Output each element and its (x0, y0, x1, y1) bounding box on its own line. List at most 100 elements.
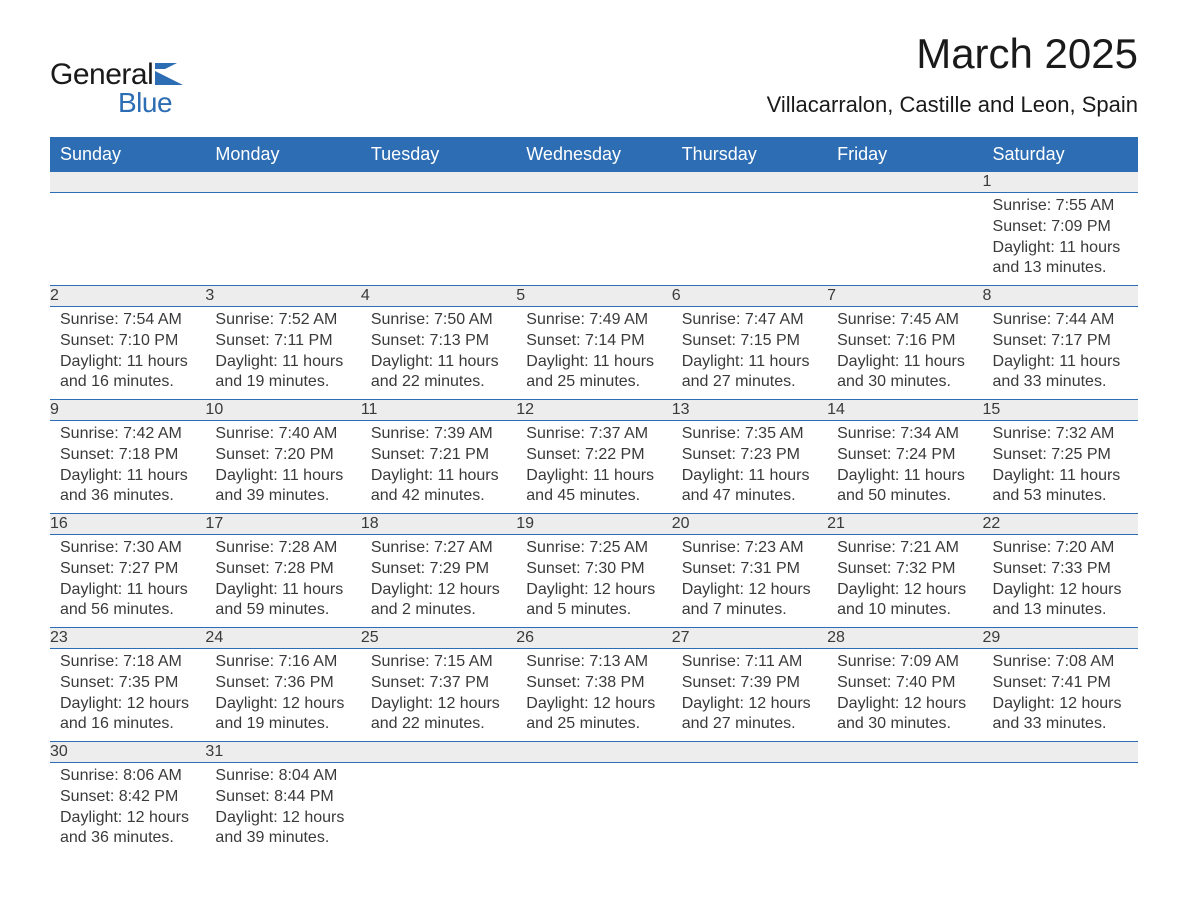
day-number: 19 (516, 514, 671, 535)
day-cell (983, 763, 1138, 856)
day-cell: Sunrise: 7:32 AMSunset: 7:25 PMDaylight:… (983, 421, 1138, 514)
day-number: 20 (672, 514, 827, 535)
header: General Blue March 2025 Villacarralon, C… (50, 30, 1138, 119)
day-number (983, 742, 1138, 763)
day-cell: Sunrise: 7:37 AMSunset: 7:22 PMDaylight:… (516, 421, 671, 514)
sunset-line: Sunset: 7:15 PM (682, 331, 817, 351)
day-number (516, 742, 671, 763)
daylight-line: Daylight: 12 hours and 22 minutes. (371, 694, 506, 734)
day-cell: Sunrise: 7:30 AMSunset: 7:27 PMDaylight:… (50, 535, 205, 628)
day-number-row: 2345678 (50, 286, 1138, 307)
daylight-line: Daylight: 12 hours and 13 minutes. (993, 580, 1128, 620)
day-number: 12 (516, 400, 671, 421)
day-number: 30 (50, 742, 205, 763)
day-cell: Sunrise: 7:42 AMSunset: 7:18 PMDaylight:… (50, 421, 205, 514)
sunrise-line: Sunrise: 7:52 AM (215, 310, 350, 330)
sunrise-line: Sunrise: 8:06 AM (60, 766, 195, 786)
daylight-line: Daylight: 12 hours and 39 minutes. (215, 808, 350, 848)
day-cell: Sunrise: 7:13 AMSunset: 7:38 PMDaylight:… (516, 649, 671, 742)
sunrise-line: Sunrise: 7:23 AM (682, 538, 817, 558)
day-number: 24 (205, 628, 360, 649)
daylight-line: Daylight: 12 hours and 19 minutes. (215, 694, 350, 734)
day-number (827, 172, 982, 193)
sunset-line: Sunset: 7:33 PM (993, 559, 1128, 579)
sunrise-line: Sunrise: 7:47 AM (682, 310, 817, 330)
daylight-line: Daylight: 11 hours and 39 minutes. (215, 466, 350, 506)
day-cell (516, 193, 671, 286)
day-cell: Sunrise: 7:28 AMSunset: 7:28 PMDaylight:… (205, 535, 360, 628)
sunrise-line: Sunrise: 7:28 AM (215, 538, 350, 558)
day-number (361, 742, 516, 763)
calendar-table: SundayMondayTuesdayWednesdayThursdayFrid… (50, 137, 1138, 855)
sunset-line: Sunset: 7:36 PM (215, 673, 350, 693)
daylight-line: Daylight: 12 hours and 5 minutes. (526, 580, 661, 620)
daylight-line: Daylight: 11 hours and 45 minutes. (526, 466, 661, 506)
day-cell: Sunrise: 7:11 AMSunset: 7:39 PMDaylight:… (672, 649, 827, 742)
day-number (827, 742, 982, 763)
day-number: 23 (50, 628, 205, 649)
daylight-line: Daylight: 11 hours and 22 minutes. (371, 352, 506, 392)
day-number: 5 (516, 286, 671, 307)
daylight-line: Daylight: 11 hours and 13 minutes. (993, 238, 1128, 278)
day-cell: Sunrise: 7:21 AMSunset: 7:32 PMDaylight:… (827, 535, 982, 628)
sunset-line: Sunset: 7:29 PM (371, 559, 506, 579)
daylight-line: Daylight: 12 hours and 27 minutes. (682, 694, 817, 734)
day-cell (672, 193, 827, 286)
day-cell: Sunrise: 7:50 AMSunset: 7:13 PMDaylight:… (361, 307, 516, 400)
day-number: 25 (361, 628, 516, 649)
sunrise-line: Sunrise: 7:11 AM (682, 652, 817, 672)
sunrise-line: Sunrise: 7:39 AM (371, 424, 506, 444)
day-number: 13 (672, 400, 827, 421)
daylight-line: Daylight: 11 hours and 36 minutes. (60, 466, 195, 506)
day-cell: Sunrise: 7:16 AMSunset: 7:36 PMDaylight:… (205, 649, 360, 742)
page-title: March 2025 (767, 30, 1138, 78)
day-cell: Sunrise: 7:23 AMSunset: 7:31 PMDaylight:… (672, 535, 827, 628)
day-cell: Sunrise: 7:35 AMSunset: 7:23 PMDaylight:… (672, 421, 827, 514)
sunset-line: Sunset: 7:32 PM (837, 559, 972, 579)
sunset-line: Sunset: 7:41 PM (993, 673, 1128, 693)
day-cell: Sunrise: 8:04 AMSunset: 8:44 PMDaylight:… (205, 763, 360, 856)
daylight-line: Daylight: 12 hours and 2 minutes. (371, 580, 506, 620)
day-number (205, 172, 360, 193)
sunset-line: Sunset: 7:37 PM (371, 673, 506, 693)
day-cell (827, 763, 982, 856)
daylight-line: Daylight: 11 hours and 25 minutes. (526, 352, 661, 392)
day-cell (361, 193, 516, 286)
day-cell (50, 193, 205, 286)
sunset-line: Sunset: 7:40 PM (837, 673, 972, 693)
daylight-line: Daylight: 11 hours and 30 minutes. (837, 352, 972, 392)
day-number: 15 (983, 400, 1138, 421)
day-number: 17 (205, 514, 360, 535)
day-cell: Sunrise: 7:09 AMSunset: 7:40 PMDaylight:… (827, 649, 982, 742)
daylight-line: Daylight: 11 hours and 16 minutes. (60, 352, 195, 392)
day-number (672, 742, 827, 763)
logo: General Blue (50, 58, 189, 119)
sunrise-line: Sunrise: 7:15 AM (371, 652, 506, 672)
day-number: 10 (205, 400, 360, 421)
day-header: Friday (827, 137, 982, 172)
day-body-row: Sunrise: 7:42 AMSunset: 7:18 PMDaylight:… (50, 421, 1138, 514)
day-number: 7 (827, 286, 982, 307)
title-block: March 2025 Villacarralon, Castille and L… (767, 30, 1138, 118)
sunset-line: Sunset: 7:24 PM (837, 445, 972, 465)
day-number: 1 (983, 172, 1138, 193)
day-cell: Sunrise: 7:25 AMSunset: 7:30 PMDaylight:… (516, 535, 671, 628)
sunrise-line: Sunrise: 7:13 AM (526, 652, 661, 672)
day-number: 27 (672, 628, 827, 649)
day-body-row: Sunrise: 7:18 AMSunset: 7:35 PMDaylight:… (50, 649, 1138, 742)
sunrise-line: Sunrise: 7:08 AM (993, 652, 1128, 672)
sunrise-line: Sunrise: 7:16 AM (215, 652, 350, 672)
sunset-line: Sunset: 7:38 PM (526, 673, 661, 693)
sunrise-line: Sunrise: 7:30 AM (60, 538, 195, 558)
daylight-line: Daylight: 12 hours and 25 minutes. (526, 694, 661, 734)
day-number: 3 (205, 286, 360, 307)
daylight-line: Daylight: 12 hours and 7 minutes. (682, 580, 817, 620)
day-number (361, 172, 516, 193)
day-cell: Sunrise: 7:40 AMSunset: 7:20 PMDaylight:… (205, 421, 360, 514)
day-number: 16 (50, 514, 205, 535)
day-number-row: 1 (50, 172, 1138, 193)
sunrise-line: Sunrise: 7:44 AM (993, 310, 1128, 330)
daylight-line: Daylight: 11 hours and 59 minutes. (215, 580, 350, 620)
sunrise-line: Sunrise: 7:20 AM (993, 538, 1128, 558)
sunrise-line: Sunrise: 7:25 AM (526, 538, 661, 558)
